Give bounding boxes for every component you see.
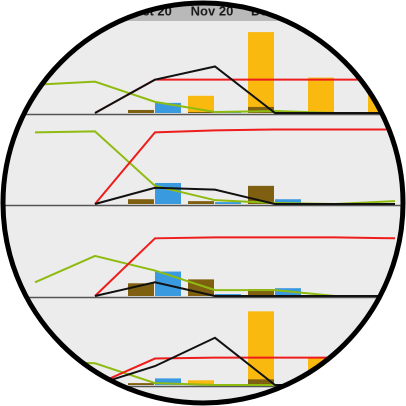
- bar: [248, 289, 274, 296]
- bar: [308, 77, 334, 113]
- x-tick-label: Nov 20: [191, 3, 234, 18]
- line-series: [94, 236, 396, 297]
- bar: [248, 32, 274, 113]
- bar: [275, 199, 301, 204]
- bar: [128, 199, 154, 204]
- bar: [128, 383, 154, 385]
- bar: [155, 378, 181, 385]
- line-series: [94, 128, 395, 205]
- bar: [248, 379, 274, 385]
- bar: [188, 111, 214, 113]
- line-series: [94, 65, 395, 114]
- bar: [248, 106, 274, 113]
- bar: [188, 201, 214, 204]
- line-series: [94, 186, 395, 205]
- bar: [215, 202, 241, 204]
- bar: [155, 102, 181, 113]
- bar: [188, 380, 214, 385]
- bar: [128, 109, 154, 113]
- line-series: [94, 281, 395, 297]
